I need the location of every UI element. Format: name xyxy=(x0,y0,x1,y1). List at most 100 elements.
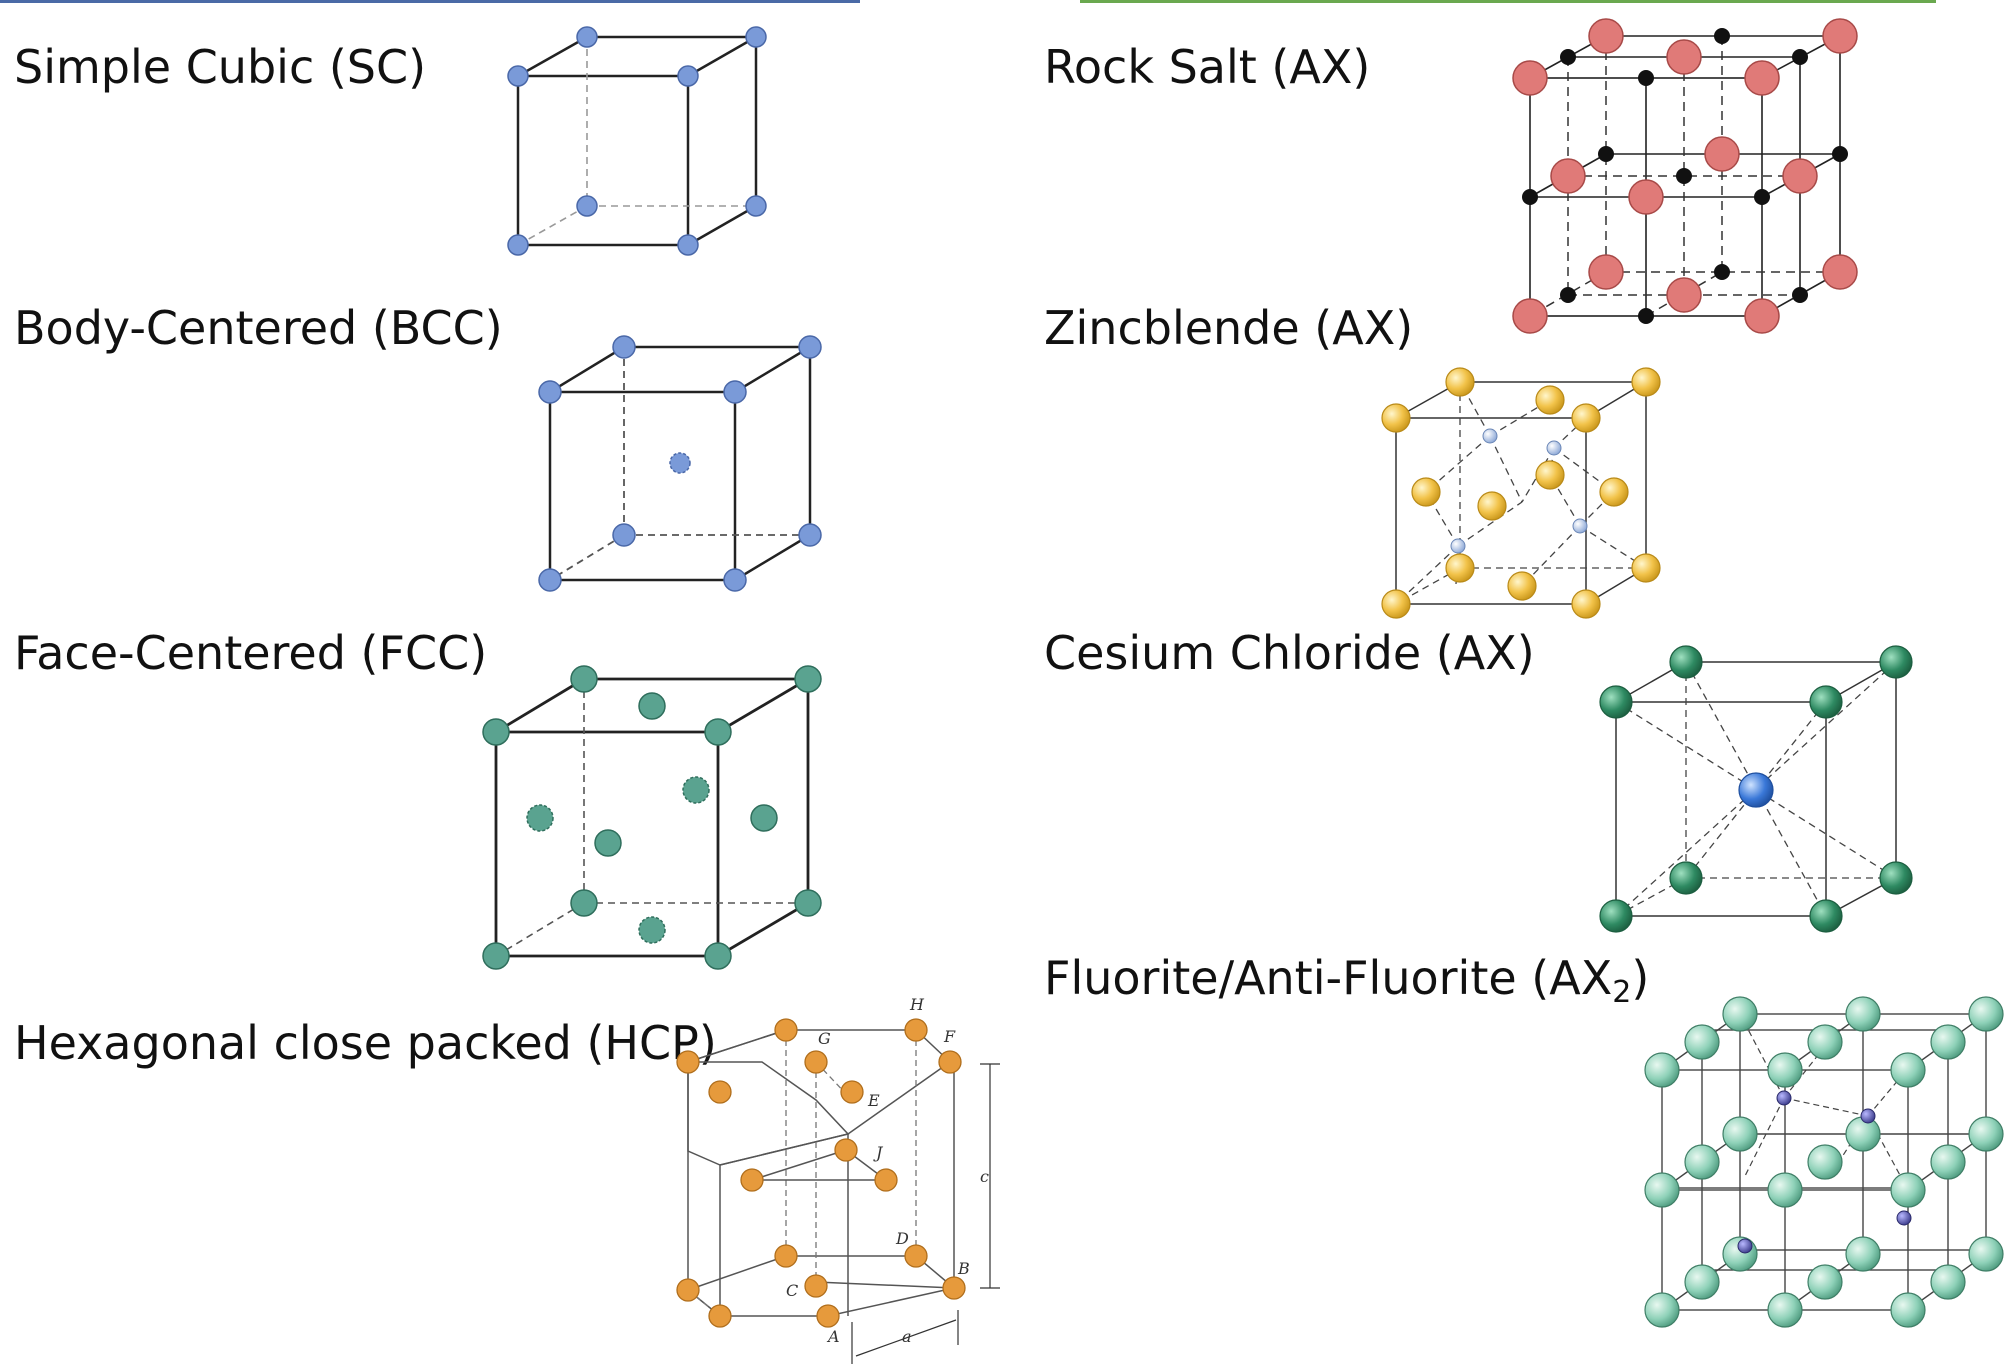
atom xyxy=(676,1278,700,1302)
corner-ion xyxy=(1809,685,1843,719)
anion xyxy=(1767,1172,1803,1208)
cation xyxy=(1598,146,1614,162)
cesium-chloride-diagram xyxy=(1599,645,1913,933)
cation xyxy=(1714,28,1730,44)
atom xyxy=(723,380,747,404)
fcc-label: Face-Centered (FCC) xyxy=(14,626,488,680)
anion xyxy=(1807,1024,1843,1060)
anion xyxy=(1512,298,1548,334)
cation xyxy=(1482,428,1498,444)
bcc-label: Body-Centered (BCC) xyxy=(14,301,503,355)
cation xyxy=(1832,146,1848,162)
cation xyxy=(1638,70,1654,86)
atom xyxy=(576,195,598,217)
anion xyxy=(1631,367,1661,397)
hcp-point-label: G xyxy=(818,1029,831,1048)
atom xyxy=(834,1138,858,1162)
anion xyxy=(1968,996,2004,1032)
atom xyxy=(804,1050,828,1074)
anion xyxy=(1822,18,1858,54)
fluorite-diagram xyxy=(1644,996,2004,1328)
anion xyxy=(1968,1236,2004,1272)
anion xyxy=(1744,60,1780,96)
right-header-rule xyxy=(1080,0,1936,3)
atom xyxy=(745,26,767,48)
anion xyxy=(1666,39,1702,75)
anion xyxy=(1722,1116,1758,1152)
atom xyxy=(677,65,699,87)
cation xyxy=(1896,1210,1912,1226)
atom xyxy=(669,452,691,474)
atom xyxy=(794,889,822,917)
zincblende-label: Zincblende (AX) xyxy=(1044,301,1414,355)
anion xyxy=(1666,277,1702,313)
anion xyxy=(1535,460,1565,490)
anion xyxy=(1411,477,1441,507)
left-header-rule xyxy=(0,0,860,3)
anion xyxy=(1571,589,1601,619)
anion xyxy=(1507,571,1537,601)
atom xyxy=(507,65,529,87)
atom xyxy=(794,665,822,693)
atom xyxy=(507,234,529,256)
atom xyxy=(745,195,767,217)
atom xyxy=(723,568,747,592)
fcc-diagram xyxy=(482,665,822,970)
hcp-point-label: A xyxy=(826,1327,840,1346)
atom xyxy=(942,1276,966,1300)
atom xyxy=(612,335,636,359)
atom xyxy=(874,1168,898,1192)
anion xyxy=(1445,553,1475,583)
anion xyxy=(1381,403,1411,433)
cation xyxy=(1792,287,1808,303)
hcp-point-label: C xyxy=(786,1281,798,1300)
hcp-label: Hexagonal close packed (HCP) xyxy=(14,1016,717,1070)
anion xyxy=(1644,1052,1680,1088)
cation xyxy=(1714,264,1730,280)
anion xyxy=(1845,996,1881,1032)
atom xyxy=(594,829,622,857)
atom xyxy=(904,1244,928,1268)
cation xyxy=(1560,287,1576,303)
anion xyxy=(1930,1024,1966,1060)
corner-ion xyxy=(1879,861,1913,895)
fluorite-label: Fluorite/Anti-Fluorite (AX2) xyxy=(1044,951,1650,1010)
bcc-diagram xyxy=(538,335,822,592)
atom xyxy=(708,1304,732,1328)
anion xyxy=(1644,1292,1680,1328)
anion xyxy=(1535,385,1565,415)
atom xyxy=(638,916,666,944)
anion xyxy=(1807,1144,1843,1180)
hcp-point-label: B xyxy=(957,1259,970,1278)
cesium-chloride-label: Cesium Chloride (AX) xyxy=(1044,626,1535,680)
anion xyxy=(1890,1172,1926,1208)
atom xyxy=(798,335,822,359)
anion xyxy=(1588,254,1624,290)
anion xyxy=(1968,1116,2004,1152)
cation xyxy=(1638,308,1654,324)
atom xyxy=(750,804,778,832)
atom xyxy=(816,1304,840,1328)
rock-salt-label: Rock Salt (AX) xyxy=(1044,40,1371,94)
atom xyxy=(570,889,598,917)
anion xyxy=(1550,158,1586,194)
anion xyxy=(1571,403,1601,433)
hcp-point-label: F xyxy=(943,1027,956,1046)
anion xyxy=(1588,18,1624,54)
anion xyxy=(1767,1052,1803,1088)
anion xyxy=(1822,254,1858,290)
corner-ion xyxy=(1599,899,1633,933)
cation xyxy=(1737,1238,1753,1254)
anion xyxy=(1782,158,1818,194)
anion xyxy=(1845,1116,1881,1152)
atom xyxy=(740,1168,764,1192)
anion xyxy=(1890,1052,1926,1088)
center-ion xyxy=(1738,772,1774,808)
atom xyxy=(774,1244,798,1268)
cation xyxy=(1522,189,1538,205)
atom xyxy=(682,776,710,804)
corner-ion xyxy=(1879,645,1913,679)
cation xyxy=(1450,538,1466,554)
anion xyxy=(1744,298,1780,334)
